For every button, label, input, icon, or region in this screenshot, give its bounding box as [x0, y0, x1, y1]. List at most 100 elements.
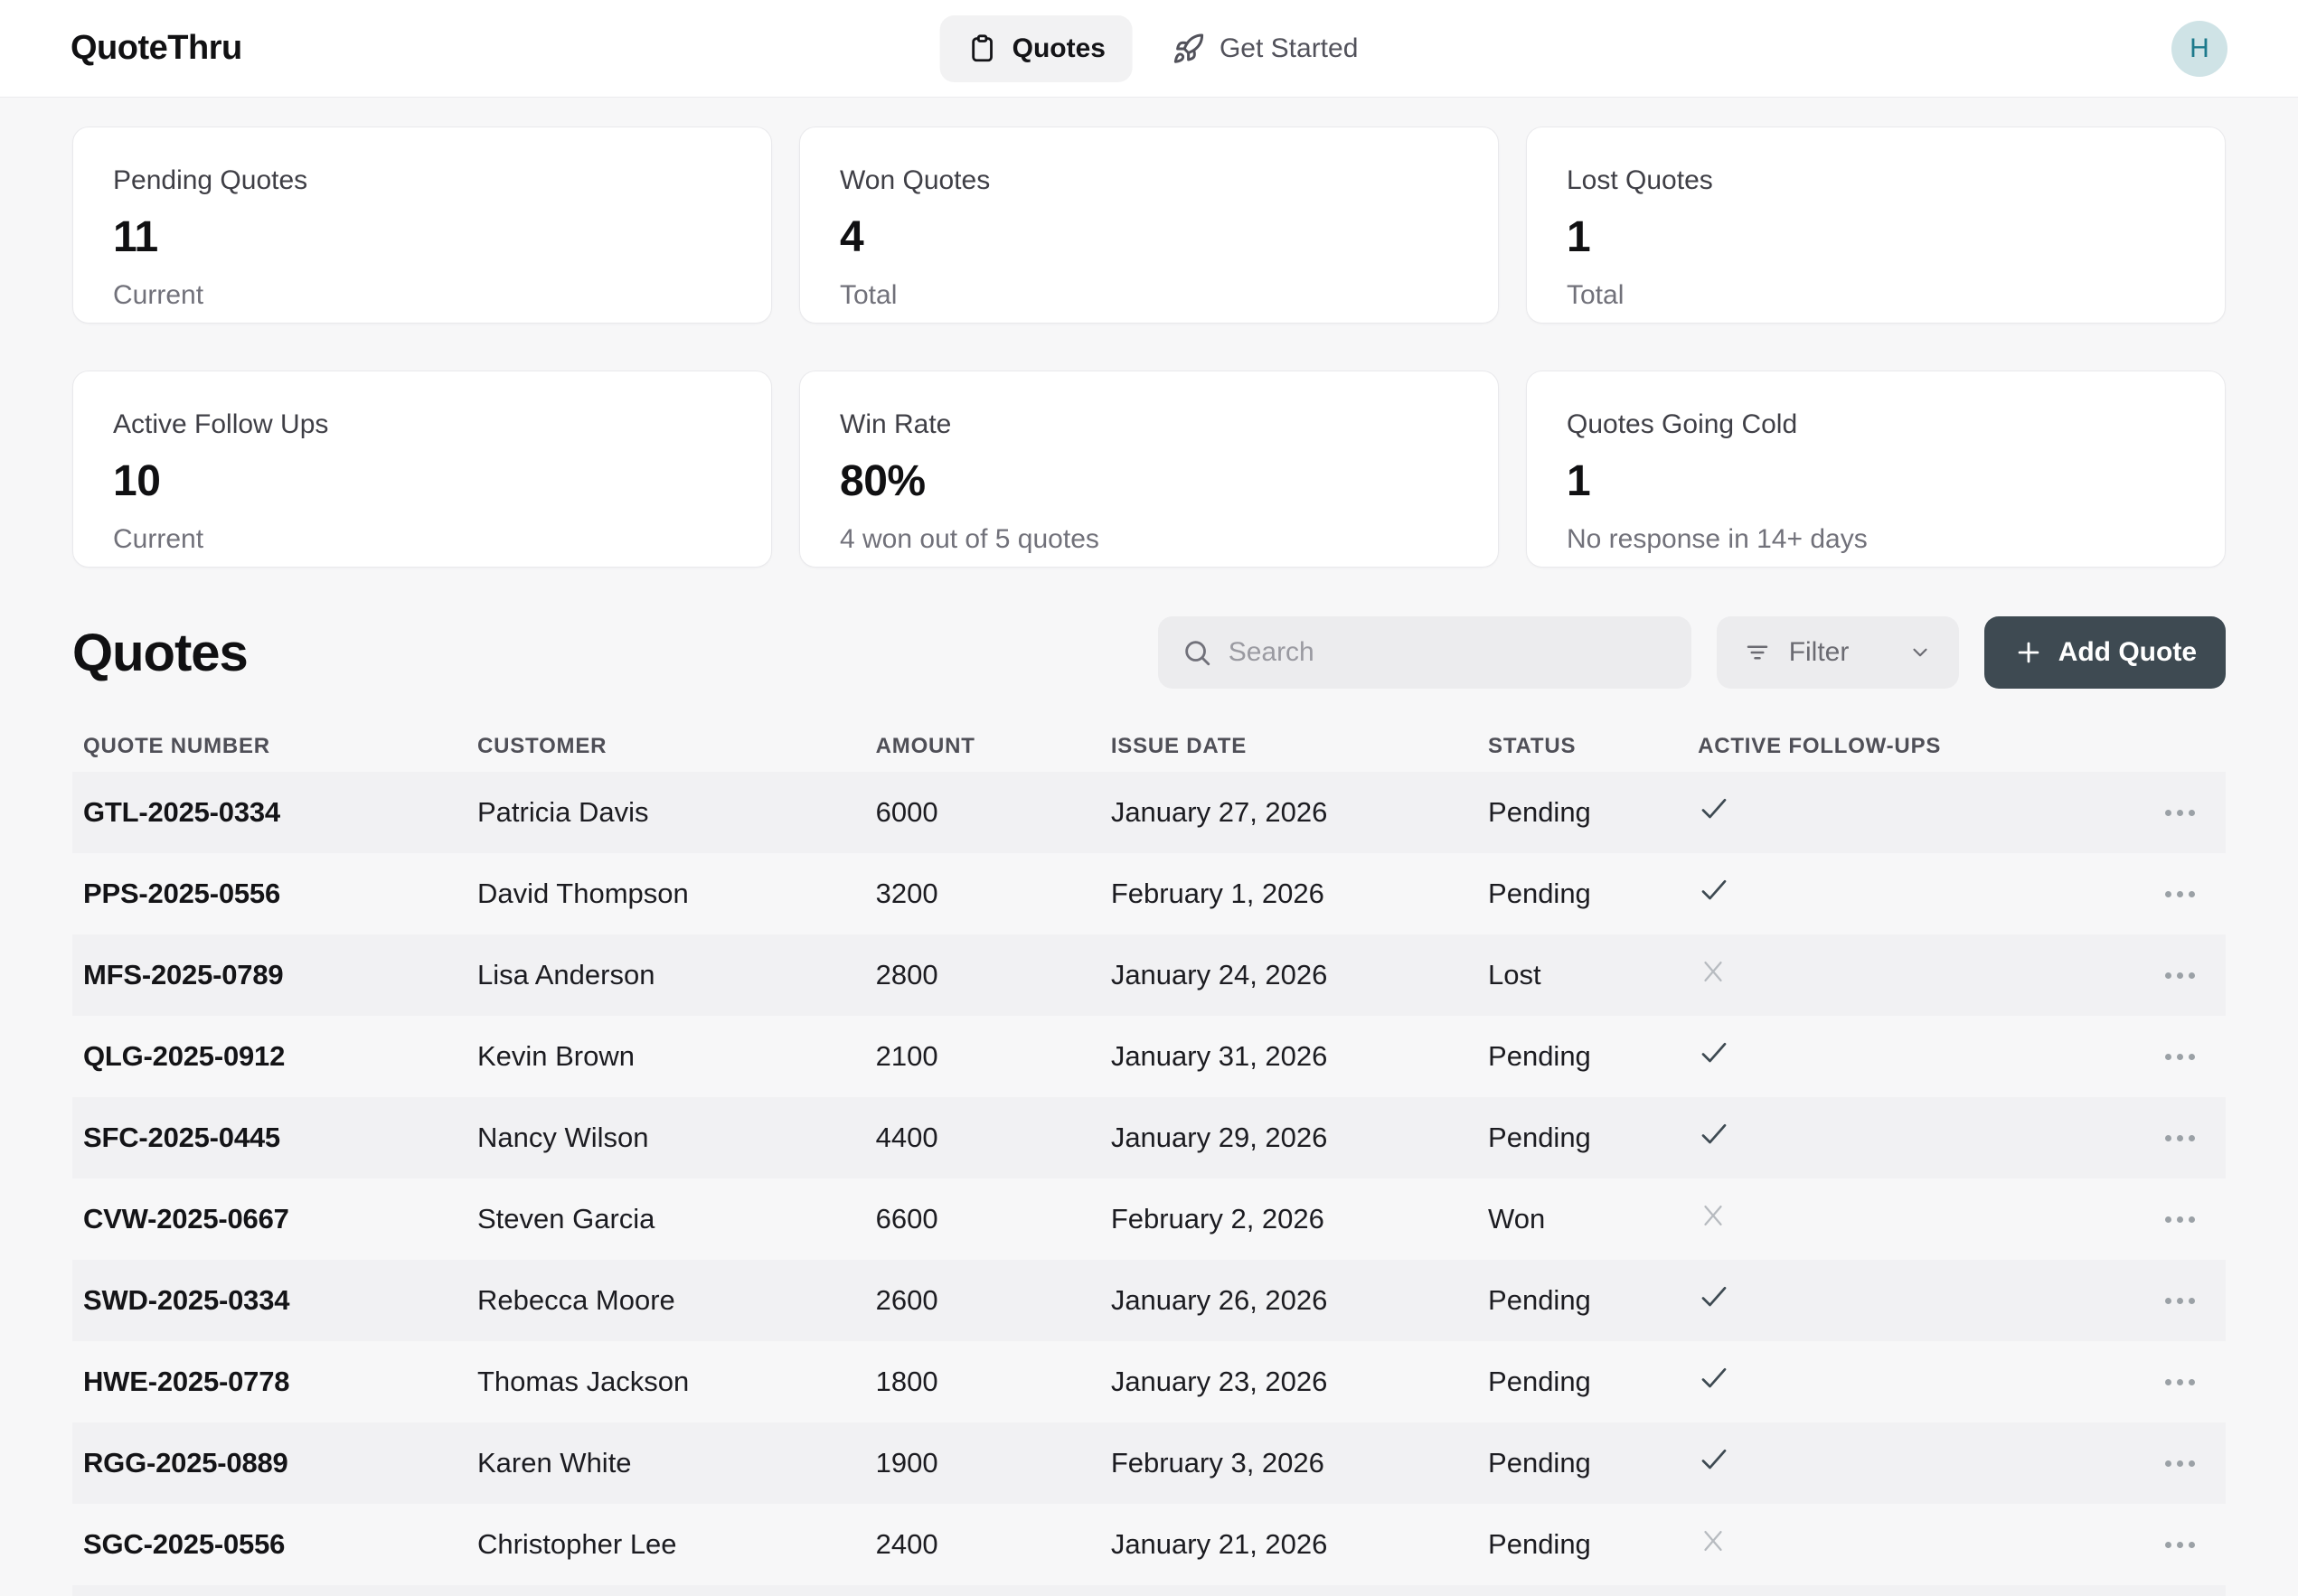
amount-cell: 1900: [875, 1447, 938, 1479]
stat-card-active-follow-ups: Active Follow Ups 10 Current: [72, 371, 772, 568]
customer-cell: Lisa Anderson: [476, 959, 655, 990]
amount-cell: 6000: [875, 796, 938, 828]
row-menu-button[interactable]: [2158, 965, 2202, 986]
follow-up-cell: [1698, 956, 2106, 994]
quote-number-cell: QLG-2025-0912: [83, 1040, 286, 1072]
main-nav: Quotes Get Started: [939, 0, 1358, 97]
row-menu-button[interactable]: [2158, 1047, 2202, 1067]
quote-number-cell: GTL-2025-0334: [83, 796, 280, 828]
filter-button[interactable]: Filter: [1716, 616, 1959, 689]
table-body: GTL-2025-0334 Patricia Davis 6000 Januar…: [72, 772, 2226, 1585]
amount-cell: 2600: [875, 1284, 938, 1316]
row-menu-button[interactable]: [2158, 1128, 2202, 1149]
plus-icon: [2013, 637, 2044, 668]
table-row[interactable]: GTL-2025-0334 Patricia Davis 6000 Januar…: [72, 772, 2226, 853]
row-menu-button[interactable]: [2158, 803, 2202, 823]
nav-get-started[interactable]: Get Started: [1173, 33, 1358, 65]
stat-label: Pending Quotes: [113, 165, 308, 195]
follow-up-cell: [1698, 1443, 2106, 1483]
stat-label: Win Rate: [840, 409, 952, 439]
stat-label: Quotes Going Cold: [1567, 409, 1798, 439]
quote-number-cell: HWE-2025-0778: [83, 1366, 290, 1397]
table-row[interactable]: SWD-2025-0334 Rebecca Moore 2600 January…: [72, 1260, 2226, 1341]
row-menu-button[interactable]: [2158, 884, 2202, 905]
col-customer: CUSTOMER: [476, 734, 607, 758]
stat-value: 1: [1567, 213, 1591, 261]
customer-cell: Rebecca Moore: [476, 1284, 675, 1316]
check-icon: [1698, 1281, 1730, 1313]
table-row[interactable]: HWE-2025-0778 Thomas Jackson 1800 Januar…: [72, 1341, 2226, 1422]
user-avatar[interactable]: H: [2171, 20, 2227, 77]
row-menu-button[interactable]: [2158, 1535, 2202, 1555]
row-menu-button[interactable]: [2158, 1453, 2202, 1474]
x-icon: [1698, 956, 1728, 987]
issue-date-cell: January 21, 2026: [1110, 1528, 1328, 1560]
customer-cell: Karen White: [476, 1447, 632, 1479]
col-issue-date: ISSUE DATE: [1110, 734, 1248, 758]
stat-card-won-quotes: Won Quotes 4 Total: [799, 127, 1499, 324]
table-row[interactable]: SFC-2025-0445 Nancy Wilson 4400 January …: [72, 1097, 2226, 1178]
stat-sub: Total: [1567, 280, 1625, 310]
follow-up-cell: [1698, 793, 2106, 832]
clipboard-icon: [967, 33, 998, 64]
row-menu-button[interactable]: [2158, 1209, 2202, 1230]
stat-sub: Current: [113, 280, 204, 310]
customer-cell: Christopher Lee: [476, 1528, 677, 1560]
status-cell: Won: [1488, 1203, 1546, 1235]
stat-label: Lost Quotes: [1567, 165, 1713, 195]
stat-sub: Current: [113, 524, 204, 554]
stat-value: 1: [1567, 457, 1591, 505]
row-menu-button[interactable]: [2158, 1372, 2202, 1393]
status-cell: Pending: [1488, 1366, 1591, 1397]
customer-cell: David Thompson: [476, 878, 689, 909]
follow-up-cell: [1698, 1362, 2106, 1402]
app-header: QuoteThru Quotes Get Started: [0, 0, 2298, 98]
table-controls: Filter Add Quote: [1157, 616, 2226, 689]
tab-quotes[interactable]: Quotes: [939, 14, 1133, 82]
table-row[interactable]: RGG-2025-0889 Karen White 1900 February …: [72, 1422, 2226, 1504]
status-cell: Pending: [1488, 1447, 1591, 1479]
follow-up-cell: [1698, 1200, 2106, 1238]
add-quote-button[interactable]: Add Quote: [1983, 616, 2226, 689]
stat-card-quotes-going-cold: Quotes Going Cold 1 No response in 14+ d…: [1526, 371, 2226, 568]
search-box: [1157, 616, 1691, 689]
amount-cell: 1800: [875, 1366, 938, 1397]
customer-cell: Patricia Davis: [476, 796, 649, 828]
amount-cell: 2800: [875, 959, 938, 990]
quote-number-cell: CVW-2025-0667: [83, 1203, 289, 1235]
status-cell: Pending: [1488, 1528, 1591, 1560]
table-row[interactable]: MFS-2025-0789 Lisa Anderson 2800 January…: [72, 934, 2226, 1016]
amount-cell: 3200: [875, 878, 938, 909]
table-row[interactable]: QLG-2025-0912 Kevin Brown 2100 January 3…: [72, 1016, 2226, 1097]
issue-date-cell: January 29, 2026: [1110, 1122, 1328, 1153]
customer-cell: Steven Garcia: [476, 1203, 655, 1235]
check-icon: [1698, 793, 1730, 825]
stat-sub: No response in 14+ days: [1567, 524, 1868, 554]
check-icon: [1698, 1118, 1730, 1150]
row-menu-button[interactable]: [2158, 1291, 2202, 1311]
stat-card-pending-quotes: Pending Quotes 11 Current: [72, 127, 772, 324]
quote-number-cell: RGG-2025-0889: [83, 1447, 288, 1479]
follow-up-cell: [1698, 1037, 2106, 1076]
tab-quotes-label: Quotes: [1012, 33, 1106, 63]
issue-date-cell: January 27, 2026: [1110, 796, 1328, 828]
customer-cell: Kevin Brown: [476, 1040, 635, 1072]
col-status: STATUS: [1488, 734, 1577, 758]
stat-value: 10: [113, 457, 161, 505]
table-row[interactable]: SGC-2025-0556 Christopher Lee 2400 Janua…: [72, 1504, 2226, 1585]
stat-card-win-rate: Win Rate 80% 4 won out of 5 quotes: [799, 371, 1499, 568]
stats-grid: Pending Quotes 11 Current Won Quotes 4 T…: [72, 127, 2226, 568]
table-row[interactable]: CVW-2025-0667 Steven Garcia 6600 Februar…: [72, 1178, 2226, 1260]
col-active-follow-ups: ACTIVE FOLLOW-UPS: [1698, 734, 1942, 758]
issue-date-cell: February 3, 2026: [1110, 1447, 1324, 1479]
stat-sub: Total: [840, 280, 898, 310]
table-row[interactable]: PPS-2025-0556 David Thompson 3200 Februa…: [72, 853, 2226, 934]
issue-date-cell: January 26, 2026: [1110, 1284, 1328, 1316]
stat-label: Won Quotes: [840, 165, 991, 195]
stat-value: 11: [113, 213, 158, 261]
search-input[interactable]: [1228, 637, 1668, 668]
table-header-row: QUOTE NUMBER CUSTOMER AMOUNT ISSUE DATE …: [72, 721, 2226, 772]
filter-label: Filter: [1788, 637, 1850, 667]
rocket-icon: [1173, 33, 1205, 65]
page-title: Quotes: [72, 623, 249, 682]
